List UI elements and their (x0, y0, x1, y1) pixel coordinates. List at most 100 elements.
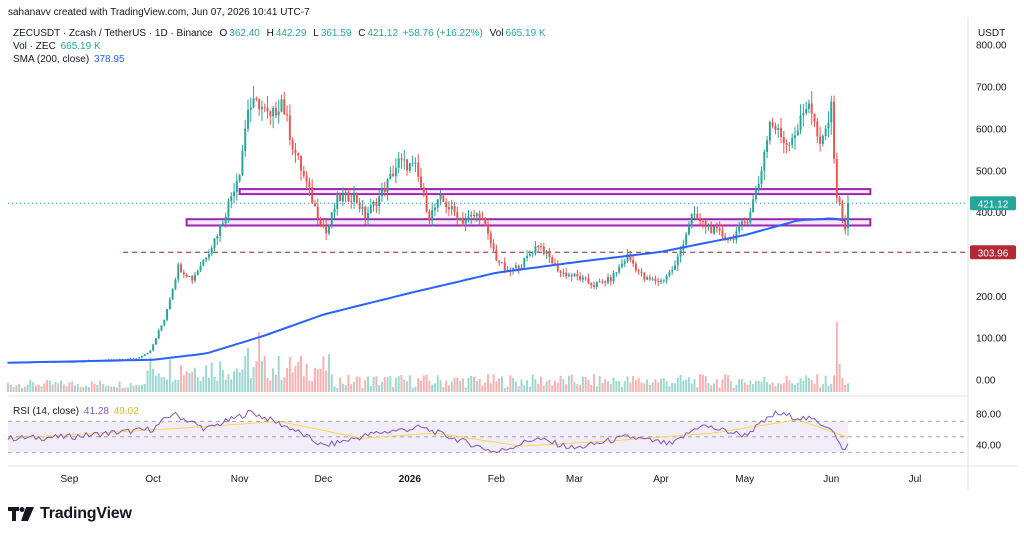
volume-bar (509, 375, 512, 392)
volume-bar (676, 377, 679, 392)
candle-body (255, 98, 258, 100)
candle-body (637, 270, 640, 272)
volume-bar (704, 375, 707, 392)
currency-label[interactable]: USDT (978, 28, 1006, 39)
candle-body (819, 136, 822, 144)
time-tick-label: Dec (314, 474, 332, 485)
volume-bar (319, 368, 322, 392)
volume-bar (693, 378, 696, 392)
candle-body (713, 226, 716, 234)
candle-body (191, 275, 194, 281)
candle-body (414, 162, 417, 164)
candle-body (247, 109, 249, 129)
candle-body (389, 173, 392, 180)
volume-bar (640, 382, 643, 392)
time-tick-label: Feb (488, 474, 506, 485)
volume-bar (205, 365, 208, 392)
candle-body (824, 128, 827, 137)
candle-body (506, 269, 509, 271)
candle-body (562, 272, 565, 274)
candle-body (556, 263, 559, 272)
candle-body (807, 103, 810, 110)
rsi-tick-label: 80.00 (976, 410, 1001, 421)
volume-bar (456, 377, 459, 392)
volume-bar (665, 381, 668, 392)
volume-bar (528, 386, 531, 392)
candle-body (718, 228, 721, 231)
candle-body (548, 250, 551, 258)
volume-bar (724, 374, 727, 392)
volume-bar (194, 367, 196, 392)
volume-bar (166, 379, 169, 392)
volume-bar (445, 380, 448, 392)
volume-bar (548, 379, 551, 392)
candle-body (634, 263, 637, 271)
volume-bar (7, 382, 9, 392)
candle-body (679, 249, 682, 257)
candle-body (540, 246, 542, 248)
candle-body (244, 128, 247, 152)
candle-body (339, 194, 342, 202)
volume-bar (556, 382, 559, 392)
volume-bar (336, 387, 339, 392)
low-label: L (313, 28, 319, 39)
volume-bar (411, 387, 414, 392)
volume-bar (620, 386, 623, 392)
volume-bar (788, 380, 791, 392)
vol-label: Vol (489, 28, 504, 39)
volume-bar (48, 380, 51, 392)
candle-body (674, 265, 676, 271)
volume-bar (637, 377, 640, 392)
volume-bar (540, 376, 542, 392)
candle-body (353, 192, 356, 202)
symbol-name[interactable]: ZECUSDT · Zcash / TetherUS · 1D · Binanc… (13, 28, 213, 39)
volume-bar (177, 379, 180, 392)
volume-bar (439, 380, 442, 392)
candle-body (140, 356, 143, 358)
volume-bar (314, 368, 316, 392)
candle-body (601, 281, 604, 283)
candle-body (537, 246, 540, 248)
volume-bar (498, 378, 501, 392)
volume-bar (785, 375, 788, 392)
volume-legend[interactable]: Vol · ZEC 665.19 K (13, 41, 101, 52)
candle-body (514, 265, 517, 269)
candle-body (283, 99, 286, 115)
volume-bar (71, 381, 74, 392)
volume-bar (738, 379, 741, 392)
price-tick-label: 600.00 (976, 124, 1007, 135)
volume-bar (210, 362, 213, 392)
volume-bar (101, 384, 104, 392)
volume-bar (252, 367, 255, 392)
rsi-legend[interactable]: RSI (14, close) 41.28 49.02 (13, 406, 139, 417)
volume-bar (113, 386, 116, 392)
volume-bar (140, 385, 143, 392)
volume-bar (74, 385, 76, 392)
volume-bar (514, 381, 517, 392)
volume-bar (149, 357, 152, 392)
open-value: 362.40 (229, 28, 260, 39)
candle-body (749, 211, 752, 224)
volume-bar (364, 380, 367, 392)
attribution-text: sahanavv created with TradingView.com, J… (8, 7, 310, 18)
sma-legend[interactable]: SMA (200, close) 378.95 (13, 54, 125, 65)
candle-body (291, 139, 294, 150)
volume-bar (62, 384, 65, 392)
volume-bar (612, 377, 615, 392)
rsi-tick-label: 40.00 (976, 441, 1001, 452)
volume-bar (168, 359, 171, 392)
volume-bar (277, 355, 280, 392)
candle-body (545, 250, 548, 254)
high-value: 442.29 (275, 28, 307, 39)
price-chart[interactable]: 800.00700.00600.00500.00400.00300.00200.… (0, 0, 1024, 500)
volume-bar (400, 374, 403, 392)
candle-body (640, 271, 643, 274)
candle-body (777, 127, 780, 130)
volume-bar (233, 371, 236, 392)
volume-bar (570, 374, 573, 392)
volume-bar (280, 379, 283, 392)
candle-body (157, 330, 160, 339)
volume-bar (824, 375, 827, 392)
volume-bar (436, 375, 439, 392)
volume-bar (821, 383, 824, 392)
